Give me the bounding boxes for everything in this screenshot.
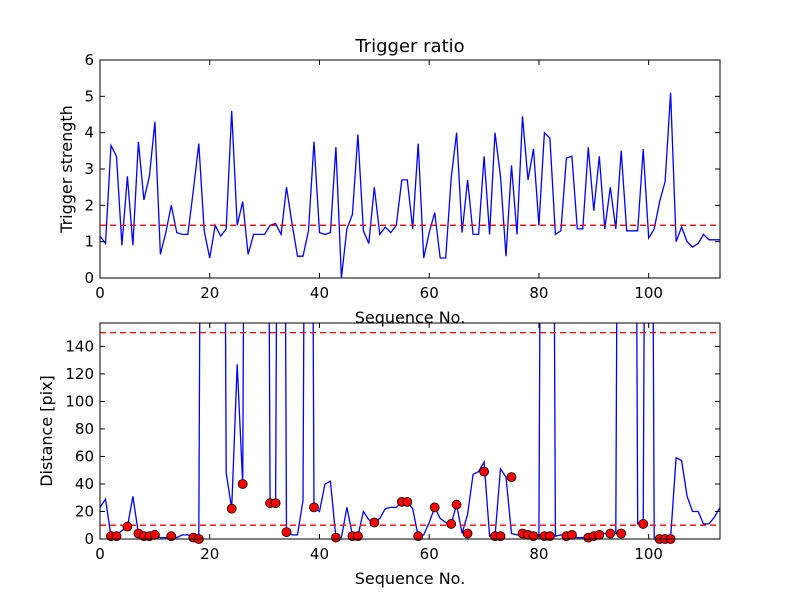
data-point bbox=[226, 503, 237, 514]
data-point bbox=[479, 466, 490, 477]
y-tick-label: 6 bbox=[84, 51, 94, 69]
data-point bbox=[495, 531, 506, 542]
data-point bbox=[237, 479, 248, 489]
top-chart: 0 20 40 60 80 100 0 1 2 3 4 5 6 Trigger ratio Sequence… bbox=[57, 36, 721, 327]
y-tick-label: 3 bbox=[84, 160, 94, 178]
x-tick-label: 80 bbox=[529, 284, 548, 302]
x-tick-label: 0 bbox=[95, 545, 105, 563]
y-tick-label: 60 bbox=[75, 447, 94, 465]
data-point bbox=[616, 528, 627, 539]
data-point bbox=[451, 499, 462, 510]
data-point bbox=[166, 531, 177, 542]
x-tick-label: 40 bbox=[310, 284, 329, 302]
y-tick-label: 5 bbox=[84, 87, 94, 105]
y-tick-label: 2 bbox=[84, 196, 94, 214]
data-point bbox=[528, 531, 539, 542]
data-point bbox=[567, 530, 577, 540]
x-tick-label: 40 bbox=[310, 545, 329, 563]
x-tick-label: 100 bbox=[634, 284, 663, 302]
data-point bbox=[446, 519, 457, 529]
data-point bbox=[429, 502, 440, 513]
y-tick-label: 0 bbox=[84, 269, 94, 287]
y-tick-label: 1 bbox=[84, 233, 94, 251]
data-point bbox=[506, 472, 517, 483]
data-point bbox=[281, 527, 292, 537]
data-point bbox=[369, 517, 380, 528]
x-tick-label: 20 bbox=[200, 545, 219, 563]
axes-frame bbox=[99, 322, 721, 540]
y-tick-label: 80 bbox=[75, 420, 94, 438]
data-line bbox=[100, 92, 720, 278]
y-tick-label: 120 bbox=[65, 365, 94, 383]
data-point bbox=[122, 521, 133, 532]
x-axis-label: Sequence No. bbox=[355, 308, 466, 327]
data-point bbox=[352, 531, 363, 542]
x-tick-label: 20 bbox=[200, 284, 219, 302]
y-tick-label: 140 bbox=[65, 337, 94, 355]
data-point bbox=[594, 530, 605, 540]
x-tick-label: 60 bbox=[420, 284, 439, 302]
y-tick-label: 40 bbox=[75, 475, 94, 493]
data-point bbox=[402, 496, 413, 507]
x-tick-label: 80 bbox=[529, 545, 548, 563]
bottom-chart: 0 20 40 60 80 100 0 20 40 60 80 100 120 140 Sequence N… bbox=[37, 322, 721, 588]
data-point bbox=[149, 530, 160, 540]
x-axis-label: Sequence No. bbox=[355, 569, 466, 588]
y-tick-label: 0 bbox=[84, 530, 94, 548]
data-point bbox=[605, 528, 616, 539]
data-point bbox=[545, 531, 555, 542]
y-tick-label: 4 bbox=[84, 124, 94, 142]
x-tick-label: 60 bbox=[420, 545, 439, 563]
data-point bbox=[111, 531, 122, 542]
data-point bbox=[270, 498, 281, 509]
plot-area bbox=[100, 92, 720, 278]
data-point bbox=[638, 519, 649, 529]
data-point bbox=[309, 502, 319, 513]
y-axis-label: Trigger strength bbox=[57, 105, 76, 234]
data-point bbox=[413, 531, 424, 542]
data-point bbox=[330, 532, 341, 543]
y-axis-label: Distance [pix] bbox=[37, 375, 56, 487]
x-tick-label: 100 bbox=[634, 545, 663, 563]
data-point bbox=[462, 528, 473, 539]
chart-title: Trigger ratio bbox=[354, 36, 464, 57]
x-tick-label: 0 bbox=[95, 284, 105, 302]
y-tick-label: 100 bbox=[65, 392, 94, 410]
y-tick-label: 20 bbox=[75, 502, 94, 520]
